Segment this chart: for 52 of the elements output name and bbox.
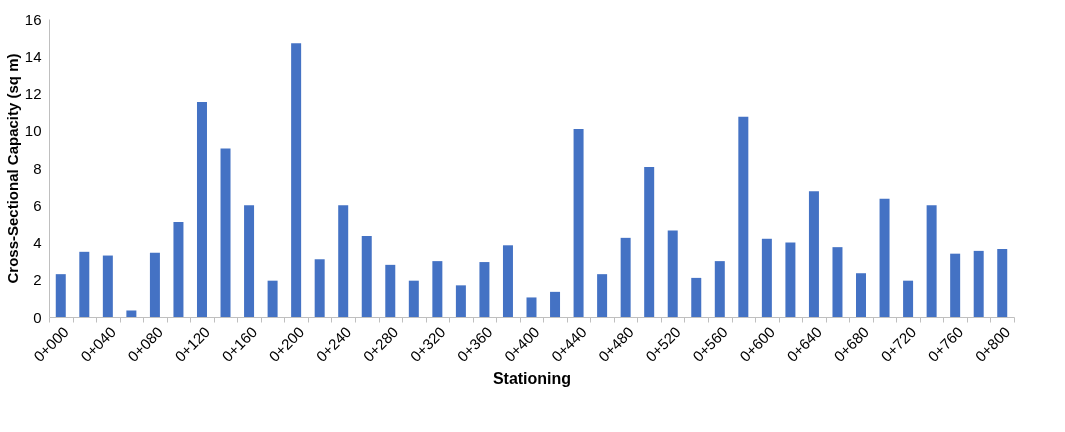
bar xyxy=(338,205,349,317)
x-axis-title: Stationing xyxy=(492,369,572,387)
bar xyxy=(479,262,490,317)
bar xyxy=(220,148,231,317)
y-tick-label: 2 xyxy=(33,271,42,289)
bar xyxy=(644,167,655,317)
bar xyxy=(738,116,749,317)
bar xyxy=(714,261,725,317)
y-tick-label: 12 xyxy=(24,85,42,102)
bar xyxy=(550,291,561,317)
bar xyxy=(385,264,396,317)
bar xyxy=(997,249,1008,317)
bar xyxy=(761,238,772,317)
bar xyxy=(950,253,961,317)
bar xyxy=(267,280,278,317)
bar xyxy=(879,198,890,317)
y-tick-label: 16 xyxy=(24,10,42,28)
bar xyxy=(973,250,984,317)
bar xyxy=(432,261,443,317)
bar xyxy=(808,191,819,317)
bar xyxy=(314,259,325,317)
bar xyxy=(102,255,113,317)
bar xyxy=(785,242,796,317)
y-tick-label: 14 xyxy=(24,47,42,65)
y-tick-label: 10 xyxy=(24,122,42,140)
bar xyxy=(620,237,631,317)
y-axis-title: Cross-Sectional Capacity (sq m) xyxy=(3,53,21,284)
y-tick-label: 6 xyxy=(33,196,42,214)
bar xyxy=(926,205,937,317)
bar xyxy=(361,235,372,317)
bar xyxy=(526,297,537,317)
bar xyxy=(502,245,513,317)
bar xyxy=(149,252,160,317)
bar xyxy=(903,280,914,317)
bar xyxy=(173,222,184,317)
bar xyxy=(573,128,584,317)
bar xyxy=(291,43,302,317)
bar xyxy=(667,230,678,317)
bar xyxy=(856,273,867,317)
y-tick-label: 8 xyxy=(33,159,42,177)
bar xyxy=(126,310,137,317)
y-tick-label: 0 xyxy=(33,308,42,326)
bar xyxy=(832,247,843,317)
bar xyxy=(196,101,207,317)
bar xyxy=(79,251,90,317)
y-tick-label: 4 xyxy=(33,234,42,251)
bar xyxy=(408,280,419,317)
bar xyxy=(597,274,608,317)
bar xyxy=(455,285,466,317)
bar xyxy=(244,205,255,317)
bar xyxy=(691,277,702,317)
bar xyxy=(55,274,66,317)
